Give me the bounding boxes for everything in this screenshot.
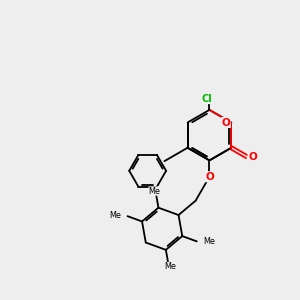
Text: O: O [222, 118, 230, 128]
Text: O: O [205, 172, 214, 182]
Text: Me: Me [203, 237, 215, 246]
Text: Me: Me [149, 187, 161, 196]
Text: O: O [248, 152, 257, 162]
Text: Me: Me [110, 211, 122, 220]
Text: Me: Me [164, 262, 176, 271]
Text: Cl: Cl [201, 94, 212, 103]
